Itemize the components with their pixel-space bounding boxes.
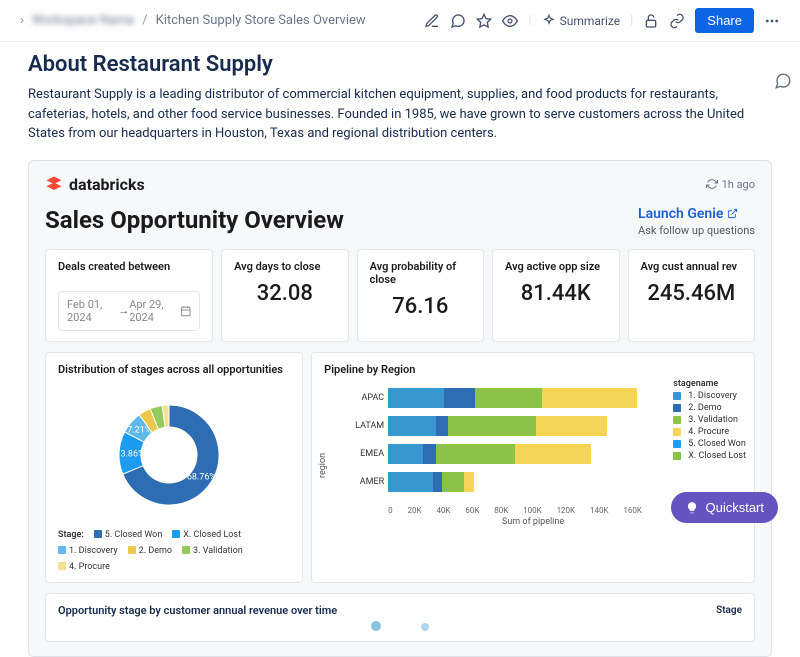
donut-chart-card: Distribution of stages across all opport… (45, 352, 303, 583)
metric-card: Avg cust annual rev245.46M (628, 249, 755, 342)
watch-icon[interactable] (502, 13, 518, 29)
breadcrumb-separator: / (142, 13, 147, 28)
lightbulb-icon (685, 501, 699, 515)
comment-icon[interactable] (450, 13, 466, 29)
metric-card: Avg probability of close76.16 (357, 249, 484, 342)
metric-card: Avg days to close32.08 (221, 249, 348, 342)
share-button[interactable]: Share (695, 8, 754, 33)
databricks-logo: databricks (45, 175, 145, 194)
databricks-mark-icon (45, 175, 63, 193)
date-range-input[interactable]: Feb 01, 2024 → Apr 29, 2024 (58, 291, 200, 331)
bar-chart-card: Pipeline by Region region stagename1. Di… (311, 352, 755, 583)
topbar: › Workspace Name / Kitchen Supply Store … (0, 0, 800, 42)
page-title: About Restaurant Supply (28, 52, 772, 77)
breadcrumb-space[interactable]: Workspace Name (32, 13, 134, 28)
date-filter-card: Deals created between Feb 01, 2024 → Apr… (45, 249, 213, 342)
summarize-button[interactable]: Summarize (542, 14, 621, 28)
launch-genie[interactable]: Launch Genie Ask follow up questions (638, 206, 755, 237)
page-description: Restaurant Supply is a leading distribut… (28, 85, 772, 144)
svg-text:13.86%: 13.86% (115, 449, 145, 459)
star-icon[interactable] (476, 13, 492, 29)
side-comment-icon[interactable] (774, 72, 794, 92)
metric-card: Avg active opp size81.44K (492, 249, 619, 342)
donut-legend: Stage:5. Closed WonX. Closed Lost1. Disc… (58, 530, 290, 572)
donut-chart[interactable]: 68.76%13.86%7.21% (89, 390, 259, 520)
bottom-chart-card: Opportunity stage by customer annual rev… (45, 593, 755, 642)
page-content: About Restaurant Supply Restaurant Suppl… (0, 42, 800, 657)
breadcrumb-page[interactable]: Kitchen Supply Store Sales Overview (156, 13, 366, 28)
breadcrumb-back-icon[interactable]: › (20, 13, 24, 28)
topbar-actions: | Summarize | Share (424, 8, 780, 33)
more-icon[interactable] (764, 13, 780, 29)
refresh-timestamp[interactable]: 1h ago (706, 178, 755, 191)
svg-text:68.76%: 68.76% (187, 472, 217, 482)
dashboard-title: Sales Opportunity Overview (45, 206, 344, 234)
calendar-icon (180, 304, 191, 318)
link-icon[interactable] (669, 13, 685, 29)
lock-icon[interactable] (643, 13, 659, 29)
edit-icon[interactable] (424, 13, 440, 29)
breadcrumb: › Workspace Name / Kitchen Supply Store … (20, 13, 366, 28)
quickstart-button[interactable]: Quickstart (671, 492, 778, 523)
bar-legend: stagename1. Discovery2. Demo3. Validatio… (673, 379, 746, 463)
dashboard-embed: databricks 1h ago Sales Opportunity Over… (28, 160, 772, 657)
